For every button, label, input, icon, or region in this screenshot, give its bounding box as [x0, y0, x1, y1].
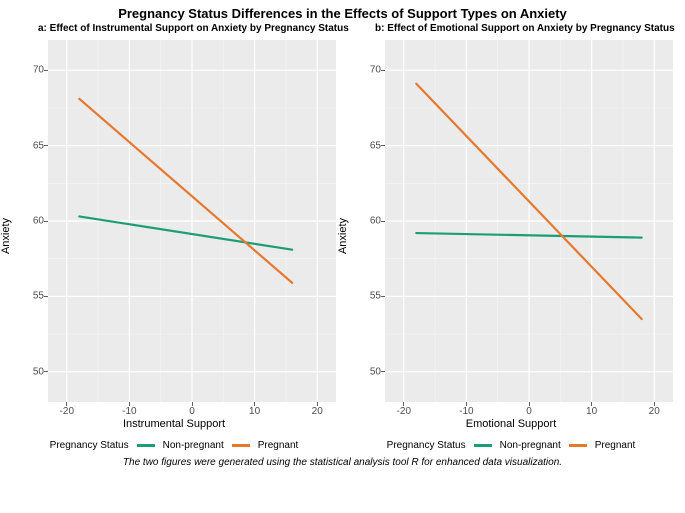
panel-b-title: b: Effect of Emotional Support on Anxiet… — [347, 23, 675, 36]
x-tick-label: -20 — [60, 406, 74, 417]
panel-a: a: Effect of Instrumental Support on Anx… — [10, 23, 338, 451]
caption: The two figures were generated using the… — [0, 451, 685, 468]
y-tick-label: 70 — [14, 65, 44, 76]
series-line — [79, 99, 292, 283]
panel-b-xlabel: Emotional Support — [466, 418, 557, 430]
y-tick-label: 60 — [14, 216, 44, 227]
x-tick-label: 10 — [586, 406, 597, 417]
y-tick-label: 70 — [351, 65, 381, 76]
legend-swatch-pregnant-a — [232, 444, 250, 447]
x-tick-label: 20 — [312, 406, 323, 417]
y-tick-label: 50 — [351, 366, 381, 377]
panel-a-plot-wrap: Anxiety Instrumental Support 5055606570-… — [10, 36, 338, 436]
main-title: Pregnancy Status Differences in the Effe… — [0, 0, 685, 23]
x-tick-label: 0 — [189, 406, 195, 417]
plot-svg — [385, 40, 673, 402]
panel-a-legend: Pregnancy Status Non-pregnant Pregnant — [10, 436, 338, 451]
y-tick-label: 50 — [14, 366, 44, 377]
legend-swatch-nonpregnant-a — [137, 444, 155, 447]
y-tick-label: 55 — [14, 291, 44, 302]
x-tick-label: -20 — [397, 406, 411, 417]
y-tick-label: 55 — [351, 291, 381, 302]
x-tick-label: -10 — [459, 406, 473, 417]
panel-b-ylabel: Anxiety — [337, 218, 349, 254]
panel-a-plot-area — [48, 40, 336, 402]
legend-label-nonpregnant-b: Non-pregnant — [500, 440, 561, 451]
y-tick-label: 60 — [351, 216, 381, 227]
x-tick-label: 20 — [649, 406, 660, 417]
panel-b-legend: Pregnancy Status Non-pregnant Pregnant — [347, 436, 675, 451]
plot-svg — [48, 40, 336, 402]
legend-swatch-nonpregnant-b — [474, 444, 492, 447]
panels-container: a: Effect of Instrumental Support on Anx… — [0, 23, 685, 451]
panel-b-plot-wrap: Anxiety Emotional Support 5055606570-20-… — [347, 36, 675, 436]
legend-label-pregnant-b: Pregnant — [595, 440, 636, 451]
legend-label-pregnant-a: Pregnant — [258, 440, 299, 451]
legend-title-b: Pregnancy Status — [387, 440, 466, 451]
legend-title-a: Pregnancy Status — [50, 440, 129, 451]
legend-swatch-pregnant-b — [569, 444, 587, 447]
panel-b-plot-area — [385, 40, 673, 402]
x-tick-label: -10 — [122, 406, 136, 417]
y-tick-label: 65 — [351, 140, 381, 151]
x-tick-label: 10 — [249, 406, 260, 417]
x-tick-label: 0 — [526, 406, 532, 417]
panel-b: b: Effect of Emotional Support on Anxiet… — [347, 23, 675, 451]
legend-label-nonpregnant-a: Non-pregnant — [163, 440, 224, 451]
y-tick-label: 65 — [14, 140, 44, 151]
panel-a-xlabel: Instrumental Support — [123, 418, 225, 430]
panel-a-ylabel: Anxiety — [0, 218, 12, 254]
panel-a-title: a: Effect of Instrumental Support on Anx… — [10, 23, 338, 36]
